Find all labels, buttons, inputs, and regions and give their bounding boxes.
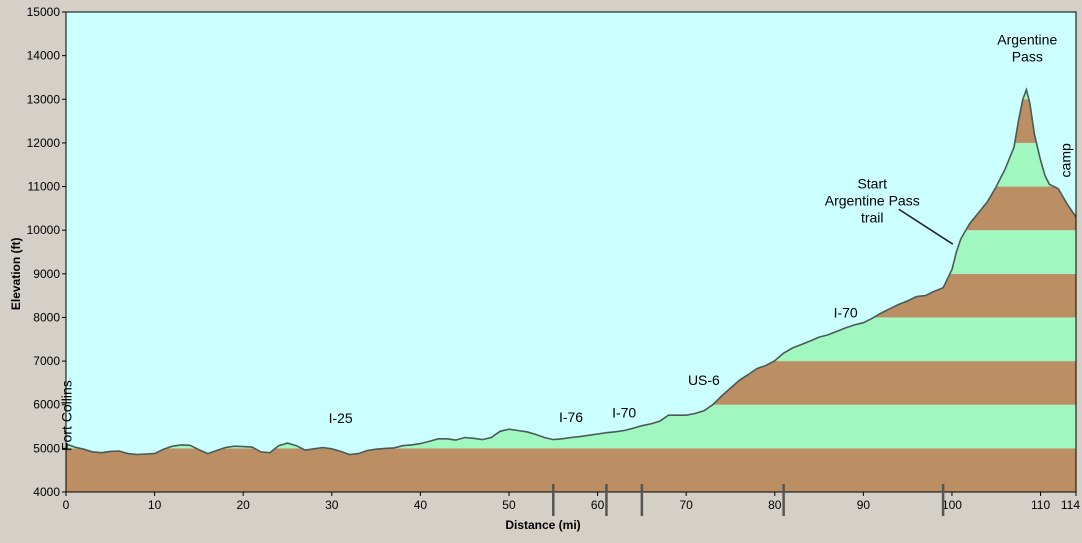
x-tick-label: 100 bbox=[942, 498, 962, 512]
annotations: Fort Collins I-25 I-76 I-70 US-6 I-70 Start Arg… bbox=[58, 32, 1073, 451]
plot-border bbox=[65, 11, 1077, 493]
annotation-i-70-a: I-70 bbox=[612, 404, 636, 420]
y-tick-label: 11000 bbox=[28, 180, 61, 194]
y-tick-label: 10000 bbox=[27, 223, 61, 237]
x-tick-label: 20 bbox=[237, 498, 251, 512]
annotation-argentine-pass: Argentine Pass bbox=[997, 32, 1057, 65]
x-axis-title: Distance (mi) bbox=[505, 518, 580, 532]
annotation-camp: camp bbox=[1058, 143, 1074, 177]
y-tick-label: 15000 bbox=[27, 5, 61, 19]
x-tick-label: 70 bbox=[679, 498, 693, 512]
x-tick-label: 0 bbox=[63, 498, 70, 512]
annotation-i-25: I-25 bbox=[329, 410, 353, 426]
x-tick-label: 90 bbox=[857, 498, 871, 512]
annotation-fort-collins: Fort Collins bbox=[58, 380, 74, 451]
y-tick-label: 9000 bbox=[33, 267, 60, 281]
trail-start-leader-line bbox=[898, 208, 954, 245]
annotation-i-70-b: I-70 bbox=[834, 304, 858, 320]
y-tick-label: 5000 bbox=[33, 441, 60, 455]
y-tick-label: 4000 bbox=[33, 485, 60, 499]
y-tick-label: 13000 bbox=[27, 92, 61, 106]
y-axis: 4000 5000 6000 7000 8000 9000 10000 11000 12000 1… bbox=[27, 5, 66, 499]
y-tick-label: 6000 bbox=[33, 398, 60, 412]
x-tick-label: 40 bbox=[414, 498, 428, 512]
x-tick-label: 30 bbox=[325, 498, 339, 512]
annotation-i-76: I-76 bbox=[559, 409, 583, 425]
x-tick-label: 50 bbox=[502, 498, 516, 512]
x-tick-label: 80 bbox=[768, 498, 782, 512]
x-tick-label: 110 bbox=[1031, 498, 1050, 512]
y-tick-label: 7000 bbox=[33, 354, 60, 368]
elevation-band-4000 bbox=[66, 448, 1076, 492]
y-tick-label: 14000 bbox=[27, 49, 61, 63]
x-tick-label: 10 bbox=[148, 498, 162, 512]
x-tick-label: 114 bbox=[1061, 498, 1080, 512]
y-tick-label: 12000 bbox=[27, 136, 61, 150]
annotation-start-argentine-pass-trail: Start Argentine Pass trail bbox=[825, 176, 920, 226]
y-axis-title: Elevation (ft) bbox=[9, 237, 23, 310]
x-tick-label: 60 bbox=[591, 498, 605, 512]
x-axis: 0 10 20 30 40 50 60 70 80 90 100 110 114 bbox=[63, 492, 1080, 512]
annotation-us-6: US-6 bbox=[688, 372, 720, 388]
segment-markers bbox=[552, 484, 945, 516]
elevation-profile-line bbox=[65, 87, 1077, 456]
y-tick-label: 8000 bbox=[33, 310, 60, 324]
